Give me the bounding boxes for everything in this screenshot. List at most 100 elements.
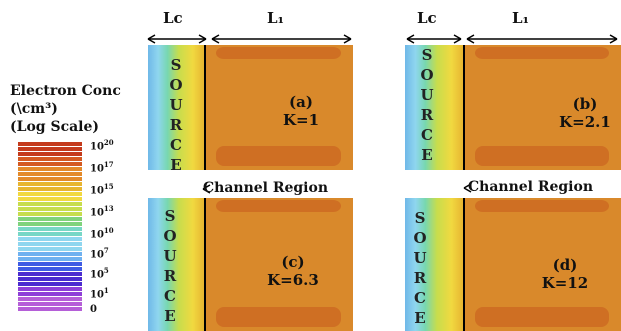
legend-color-stripe — [18, 262, 82, 266]
legend-tick-exponent: 5 — [103, 266, 109, 275]
legend-tick-exponent: 20 — [103, 138, 114, 147]
legend-color-stripe — [18, 302, 82, 306]
l1-dimension-arrow-left — [210, 30, 353, 48]
panel-tag: (d) — [552, 256, 578, 274]
lc-dimension-arrow-left — [146, 30, 208, 48]
panel-b: S O U R C E (b) K=2.1 — [405, 45, 621, 170]
lc-dimension-arrow-right — [405, 30, 463, 48]
legend-color-stripe — [18, 287, 82, 291]
panel-d: S O U R C E (d) K=12 — [405, 198, 621, 331]
legend-tick-base: 10 — [90, 163, 104, 175]
legend-tick-label: 105 — [90, 266, 109, 280]
panel-tag: (b) — [572, 95, 598, 113]
source-region-fill — [405, 45, 463, 170]
lc-label-right: Lc — [417, 9, 437, 27]
legend-color-stripe — [18, 202, 82, 206]
source-letter: C — [170, 136, 182, 154]
panel-k-value: K=12 — [541, 274, 589, 292]
source-letter: C — [414, 289, 426, 307]
source-region-fill — [405, 198, 463, 331]
panel-contour-plot — [148, 198, 353, 331]
channel-arrow-right — [461, 179, 621, 197]
legend-color-stripe — [18, 177, 82, 181]
panel-contour-plot — [405, 45, 621, 170]
legend-color-stripe — [18, 162, 82, 166]
source-letter: C — [421, 126, 433, 144]
legend-color-stripe — [18, 277, 82, 281]
panel-tag: (a) — [289, 93, 313, 111]
panel-k-value: K=1 — [282, 111, 320, 129]
legend-tick-base: 10 — [90, 229, 104, 241]
panel-c: S O U R C E (c) K=6.3 — [148, 198, 353, 331]
legend-color-stripe — [18, 257, 82, 261]
panel-label: (a) K=1 — [256, 93, 346, 129]
source-letter: R — [420, 106, 434, 124]
legend-tick-label: 1013 — [90, 204, 114, 218]
legend-color-stripe — [18, 242, 82, 246]
legend-tick-label: 0 — [90, 304, 97, 315]
legend-color-stripe — [18, 272, 82, 276]
legend-tick-exponent: 15 — [103, 182, 114, 191]
legend-color-stripe — [18, 292, 82, 296]
legend-color-stripe — [18, 207, 82, 211]
legend-tick-label: 107 — [90, 246, 109, 260]
legend-color-stripe — [18, 182, 82, 186]
source-region-fill — [148, 198, 204, 331]
legend-tick-exponent: 1 — [103, 286, 109, 295]
panel-contour-plot — [148, 45, 353, 170]
legend-color-bar — [18, 142, 82, 312]
source-letter: O — [169, 76, 183, 94]
legend-color-stripe — [18, 222, 82, 226]
legend-tick-base: 10 — [90, 207, 104, 219]
legend-color-stripe — [18, 227, 82, 231]
legend-color-stripe — [18, 147, 82, 151]
legend-color-stripe — [18, 282, 82, 286]
legend-title-line-2: (\cm³) — [10, 101, 58, 117]
legend-color-stripe — [18, 237, 82, 241]
legend-tick-exponent: 7 — [103, 246, 109, 255]
legend-color-stripe — [18, 167, 82, 171]
legend-color-stripe — [18, 247, 82, 251]
channel-high-concentration-band-bottom — [216, 307, 341, 327]
l1-label-right: L₁ — [512, 9, 530, 27]
legend-title: Electron Conc (\cm³) (Log Scale) — [10, 82, 150, 136]
lc-label-left: Lc — [163, 9, 183, 27]
channel-high-concentration-band-bottom — [216, 146, 341, 166]
panel-a: S O U R C E (a) K=1 — [148, 45, 353, 170]
channel-region-label-left: Channel Region — [203, 180, 329, 196]
channel-arrow-left — [200, 180, 356, 198]
source-letter: R — [163, 267, 177, 285]
legend-tick-base: 10 — [90, 249, 104, 261]
source-letter: S — [164, 207, 176, 225]
legend-tick-exponent: 10 — [103, 226, 114, 235]
legend-color-stripe — [18, 142, 82, 146]
source-letter: O — [413, 229, 427, 247]
panel-label: (c) K=6.3 — [248, 253, 338, 289]
channel-high-concentration-band-bottom — [475, 146, 609, 166]
legend-title-line-3: (Log Scale) — [10, 119, 100, 135]
legend-tick-base: 0 — [90, 304, 97, 315]
l1-dimension-arrow-right — [465, 30, 619, 48]
source-letter: S — [421, 46, 433, 64]
source-letter: O — [420, 66, 434, 84]
legend-color-stripe — [18, 157, 82, 161]
source-letter: R — [413, 269, 427, 287]
legend-color-stripe — [18, 192, 82, 196]
legend-color-stripe — [18, 187, 82, 191]
legend-title-line-1: Electron Conc — [10, 83, 121, 99]
legend-color-stripe — [18, 252, 82, 256]
channel-region-label-right: Channel Region — [468, 179, 594, 195]
source-letter: O — [163, 227, 177, 245]
channel-high-concentration-band-top — [216, 200, 341, 212]
source-letter: U — [169, 96, 183, 114]
source-letter: S — [414, 209, 426, 227]
legend-tick-label: 1010 — [90, 226, 114, 240]
source-letter: S — [170, 56, 182, 74]
source-letter: E — [421, 146, 433, 164]
source-letter: E — [414, 309, 426, 327]
source-letter: C — [164, 287, 176, 305]
